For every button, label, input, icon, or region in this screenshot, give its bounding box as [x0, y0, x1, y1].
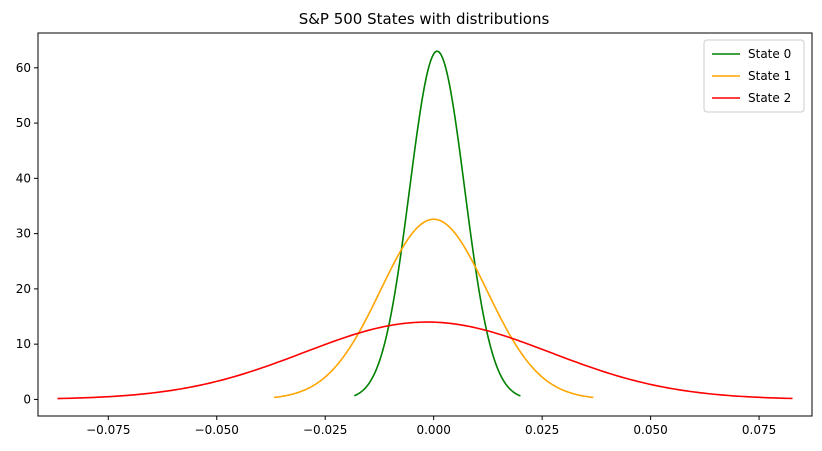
legend: State 0 State 1 State 2	[703, 39, 805, 113]
series-line-state-1	[273, 218, 594, 399]
x-tick-label: −0.075	[86, 423, 130, 437]
y-tick-label: 60	[16, 61, 31, 75]
legend-label: State 1	[748, 69, 791, 83]
x-tick-label: 0.075	[742, 423, 776, 437]
legend-label: State 0	[748, 47, 791, 61]
y-tick-label: 20	[16, 282, 31, 296]
x-tick-label: −0.050	[195, 423, 239, 437]
chart-title: S&P 500 States with distributions	[299, 10, 550, 28]
series-line-state-0	[353, 50, 521, 397]
y-tick-label: 10	[16, 337, 31, 351]
x-tick-label: 0.025	[525, 423, 559, 437]
y-axis: 0 10 20 30 40 50 60	[16, 61, 38, 406]
series-line-state-2	[57, 321, 793, 400]
plot-area	[57, 50, 793, 400]
axes-frame	[37, 32, 813, 417]
legend-label: State 2	[748, 91, 791, 105]
x-tick-label: −0.025	[303, 423, 347, 437]
x-tick-label: 0.000	[416, 423, 450, 437]
x-axis: −0.075 −0.050 −0.025 0.000 0.025 0.050 0.075	[86, 416, 776, 437]
y-tick-label: 0	[23, 392, 31, 406]
x-tick-label: 0.050	[633, 423, 667, 437]
y-tick-label: 30	[16, 227, 31, 241]
legend-box	[703, 39, 805, 113]
y-tick-label: 50	[16, 116, 31, 130]
y-tick-label: 40	[16, 171, 31, 185]
